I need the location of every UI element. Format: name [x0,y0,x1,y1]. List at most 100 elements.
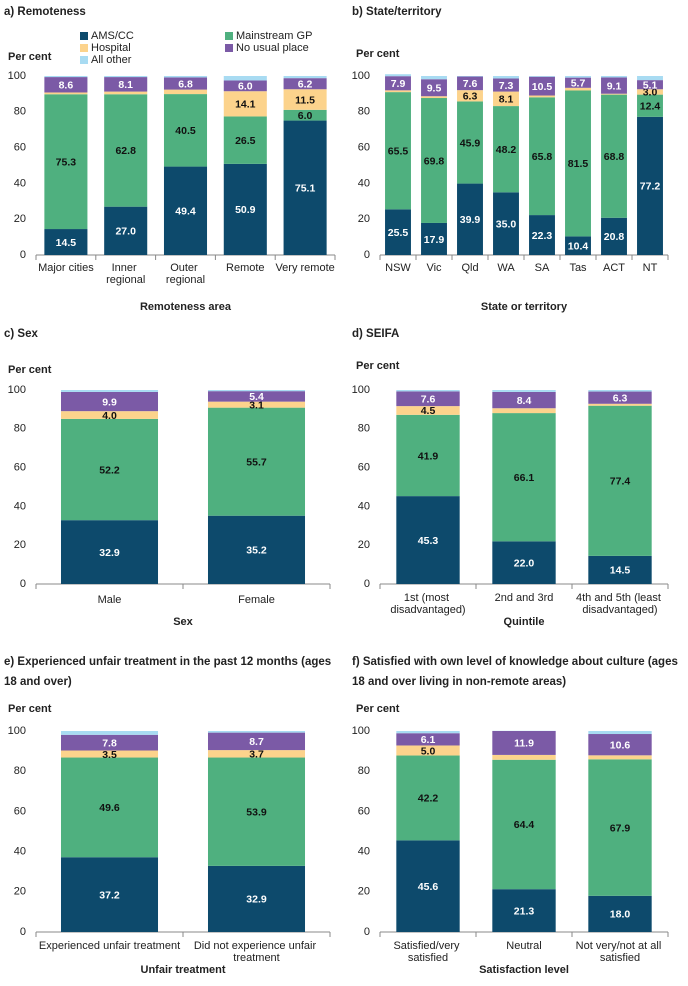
bar-segment [44,229,88,255]
bar-segment [457,101,483,184]
bar-segment [588,734,652,756]
bar-segment [104,206,148,255]
value-label: 65.5 [388,146,409,158]
value-label: 6.3 [463,91,478,103]
bar-segment [492,541,556,584]
bar-segment [529,76,555,96]
bar-segment [283,78,327,90]
y-tick-label: 20 [358,539,370,551]
value-label: 22.0 [514,557,535,569]
legend-label: AMS/CC [91,30,134,42]
y-tick-label: 40 [14,177,26,189]
bar-segment [60,731,159,735]
bar-segment [207,390,306,392]
value-label: 10.4 [568,240,589,252]
bar-segment [529,76,555,77]
bar-segment [492,413,556,542]
bar-segment [601,77,627,94]
x-tick-label: Outer regional [166,262,205,286]
value-label: 9.5 [427,83,442,95]
bar-segment [104,94,148,207]
value-label: 6.8 [178,78,193,90]
bar-segment [104,91,148,95]
bar-segment [588,555,652,584]
y-tick-label: 20 [14,539,26,551]
value-label: 22.3 [532,230,553,242]
bar-segment [565,87,591,91]
chart-title: f) Satisfied with own level of knowledge… [352,656,681,688]
y-tick-label: 80 [358,765,370,777]
x-tick-label: 2nd and 3rd [495,592,554,604]
bar-segment [207,865,306,932]
value-label: 65.8 [532,151,553,163]
value-label: 7.3 [499,80,514,92]
bar-segment [396,406,460,415]
x-tick-label: 1st (most disadvantaged) [390,592,465,616]
value-label: 7.8 [102,737,117,749]
x-tick-label: NSW [385,262,411,274]
y-tick-label: 20 [358,886,370,898]
x-axis-title: Remoteness area [140,301,232,313]
bar-segment [385,90,411,93]
x-tick-label: NT [643,262,658,274]
value-label: 77.4 [610,476,631,488]
bar-segment [493,192,519,255]
bar-segment [163,89,208,95]
value-label: 26.5 [235,135,256,147]
bar-segment [207,757,306,866]
bar-segment [637,116,663,255]
bar-segment [163,94,208,167]
legend-swatch [225,32,233,40]
value-label: 49.4 [175,206,196,218]
value-label: 48.2 [496,144,517,156]
x-tick-label: Qld [461,262,478,274]
value-label: 3.0 [643,87,658,99]
bar-segment [163,166,208,255]
value-label: 10.5 [532,81,553,93]
legend-label: Mainstream GP [236,30,312,42]
value-label: 35.2 [246,545,267,557]
chart-title: e) Experienced unfair treatment in the p… [4,656,334,688]
value-label: 45.3 [418,535,439,547]
value-label: 7.6 [463,78,478,90]
y-tick-label: 80 [14,765,26,777]
value-label: 17.9 [424,234,445,246]
bar-segment [601,217,627,255]
value-label: 27.0 [115,226,136,238]
y-tick-label: 100 [352,70,370,82]
x-axis-title: Satisfaction level [479,964,569,976]
value-label: 6.1 [421,734,436,746]
y-axis-title: Per cent [8,703,52,715]
bar-segment [396,496,460,584]
value-label: 69.8 [424,155,445,167]
bar-segment [492,759,556,890]
value-label: 25.5 [388,227,409,239]
value-label: 3.1 [249,399,264,411]
y-tick-label: 0 [20,578,26,590]
bar-segment [60,857,159,932]
bar-segment [163,76,208,78]
bar-segment [492,408,556,414]
bar-segment [283,120,327,255]
bar-segment [588,405,652,556]
bar-segment [207,401,306,408]
y-tick-label: 60 [358,142,370,154]
value-label: 4.5 [421,405,436,417]
bar-segment [223,91,267,117]
bar-segment [60,757,159,858]
value-label: 35.0 [496,218,517,230]
bar-segment [283,109,327,121]
value-label: 42.2 [418,793,439,805]
bar-segment [421,222,447,255]
value-label: 68.8 [604,151,625,163]
bar-segment [492,754,556,760]
bar-segment [44,92,88,95]
bar-segment [283,76,327,79]
value-label: 7.9 [391,78,406,90]
y-axis-title: Per cent [356,48,400,60]
x-axis-title: Unfair treatment [141,964,226,976]
bar-segment [588,403,652,406]
chart-title: a) Remoteness [4,6,86,18]
value-label: 5.0 [421,745,436,757]
x-tick-label: WA [497,262,515,274]
